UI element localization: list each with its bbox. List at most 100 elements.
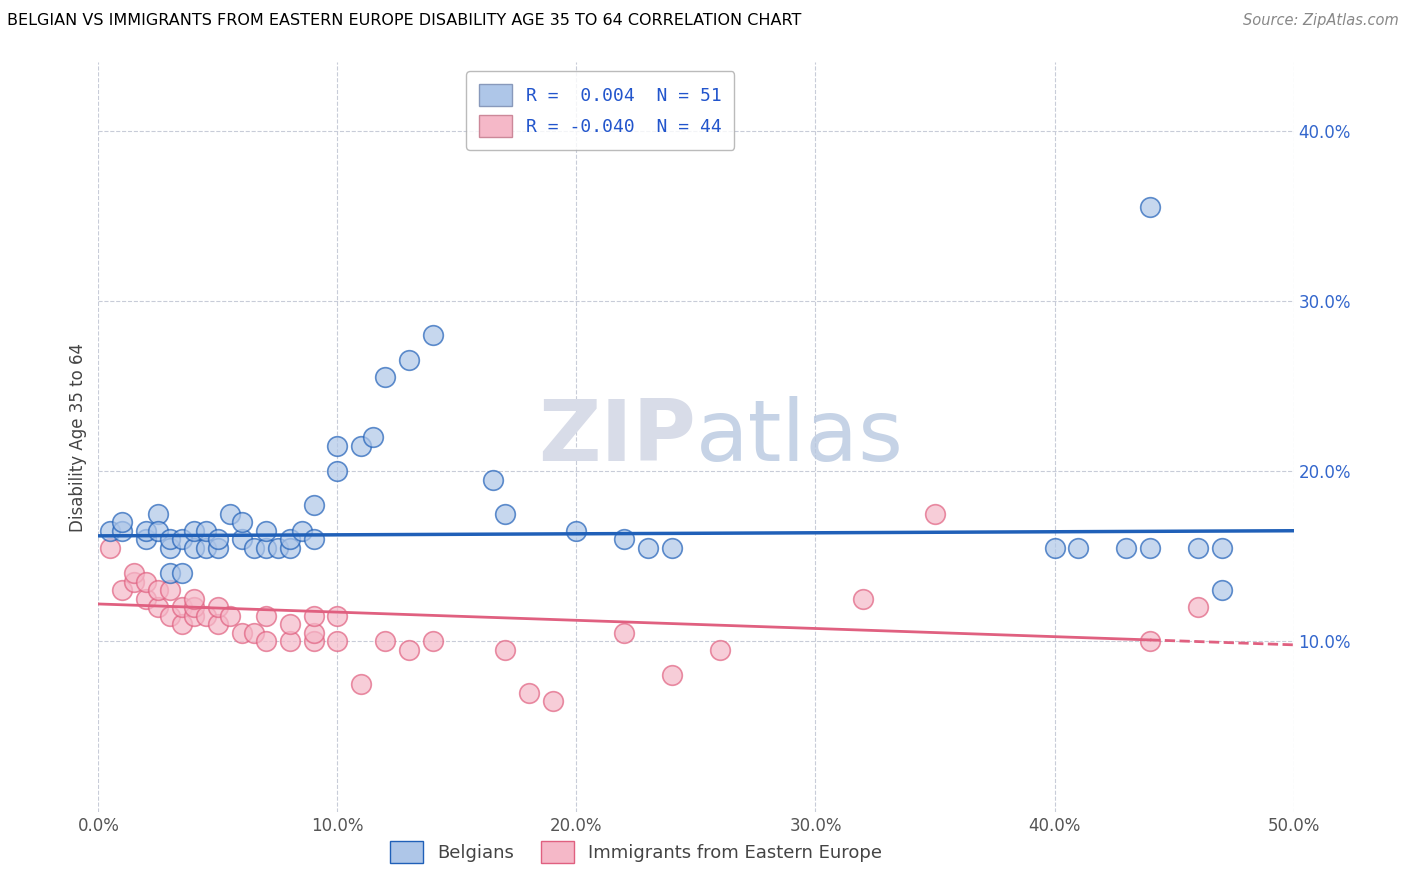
Point xyxy=(195,524,218,538)
Point xyxy=(231,626,253,640)
Point xyxy=(302,634,325,648)
Legend: Belgians, Immigrants from Eastern Europe: Belgians, Immigrants from Eastern Europe xyxy=(382,834,890,870)
Point xyxy=(302,608,325,623)
Point xyxy=(1187,541,1209,555)
Point xyxy=(159,566,181,581)
Point xyxy=(254,608,277,623)
Point xyxy=(326,608,349,623)
Point xyxy=(278,533,301,547)
Point xyxy=(159,608,181,623)
Point xyxy=(661,541,683,555)
Point xyxy=(195,608,218,623)
Point xyxy=(350,439,373,453)
Point xyxy=(111,515,134,529)
Point xyxy=(207,541,229,555)
Point xyxy=(1139,634,1161,648)
Point xyxy=(637,541,659,555)
Point xyxy=(207,533,229,547)
Point xyxy=(231,533,253,547)
Point xyxy=(326,634,349,648)
Point xyxy=(661,668,683,682)
Point xyxy=(148,507,170,521)
Point xyxy=(135,591,157,606)
Point xyxy=(302,533,325,547)
Text: atlas: atlas xyxy=(696,395,904,479)
Point xyxy=(148,524,170,538)
Point xyxy=(1187,600,1209,615)
Point xyxy=(207,600,229,615)
Point xyxy=(135,533,157,547)
Point xyxy=(924,507,946,521)
Text: Source: ZipAtlas.com: Source: ZipAtlas.com xyxy=(1243,13,1399,29)
Point xyxy=(135,524,157,538)
Point xyxy=(1139,541,1161,555)
Point xyxy=(481,473,505,487)
Point xyxy=(98,541,122,555)
Point xyxy=(159,533,181,547)
Point xyxy=(1067,541,1090,555)
Point xyxy=(219,608,242,623)
Point xyxy=(494,507,516,521)
Point xyxy=(398,353,420,368)
Point xyxy=(148,583,170,598)
Point xyxy=(98,524,122,538)
Point xyxy=(1211,541,1233,555)
Point xyxy=(254,634,277,648)
Point xyxy=(183,591,205,606)
Point xyxy=(613,533,636,547)
Point xyxy=(278,634,301,648)
Point xyxy=(709,643,731,657)
Point xyxy=(278,617,301,632)
Point xyxy=(219,507,242,521)
Point xyxy=(326,464,349,478)
Point xyxy=(302,626,325,640)
Point xyxy=(172,600,194,615)
Point xyxy=(172,566,194,581)
Point xyxy=(517,685,540,699)
Point xyxy=(124,574,146,589)
Point xyxy=(159,583,181,598)
Point xyxy=(326,439,349,453)
Point xyxy=(1043,541,1066,555)
Text: ZIP: ZIP xyxy=(538,395,696,479)
Point xyxy=(422,327,444,342)
Point xyxy=(183,524,205,538)
Point xyxy=(852,591,875,606)
Point xyxy=(183,541,205,555)
Point xyxy=(494,643,516,657)
Point xyxy=(374,634,396,648)
Point xyxy=(159,541,181,555)
Point xyxy=(148,600,170,615)
Point xyxy=(1211,583,1233,598)
Point xyxy=(1115,541,1137,555)
Y-axis label: Disability Age 35 to 64: Disability Age 35 to 64 xyxy=(69,343,87,532)
Point xyxy=(541,694,564,708)
Point xyxy=(278,541,301,555)
Point xyxy=(243,626,266,640)
Point xyxy=(207,617,229,632)
Point xyxy=(195,541,218,555)
Point xyxy=(111,583,134,598)
Point xyxy=(124,566,146,581)
Point xyxy=(1139,200,1161,214)
Point xyxy=(183,600,205,615)
Point xyxy=(398,643,420,657)
Point xyxy=(254,541,277,555)
Point xyxy=(422,634,444,648)
Point xyxy=(565,524,588,538)
Point xyxy=(243,541,266,555)
Point xyxy=(111,524,134,538)
Point xyxy=(172,533,194,547)
Point xyxy=(254,524,277,538)
Point xyxy=(374,370,396,384)
Point xyxy=(135,574,157,589)
Point xyxy=(183,608,205,623)
Point xyxy=(350,677,373,691)
Point xyxy=(231,515,253,529)
Point xyxy=(613,626,636,640)
Point xyxy=(363,430,385,444)
Text: BELGIAN VS IMMIGRANTS FROM EASTERN EUROPE DISABILITY AGE 35 TO 64 CORRELATION CH: BELGIAN VS IMMIGRANTS FROM EASTERN EUROP… xyxy=(7,13,801,29)
Point xyxy=(302,498,325,512)
Point xyxy=(172,617,194,632)
Point xyxy=(291,524,314,538)
